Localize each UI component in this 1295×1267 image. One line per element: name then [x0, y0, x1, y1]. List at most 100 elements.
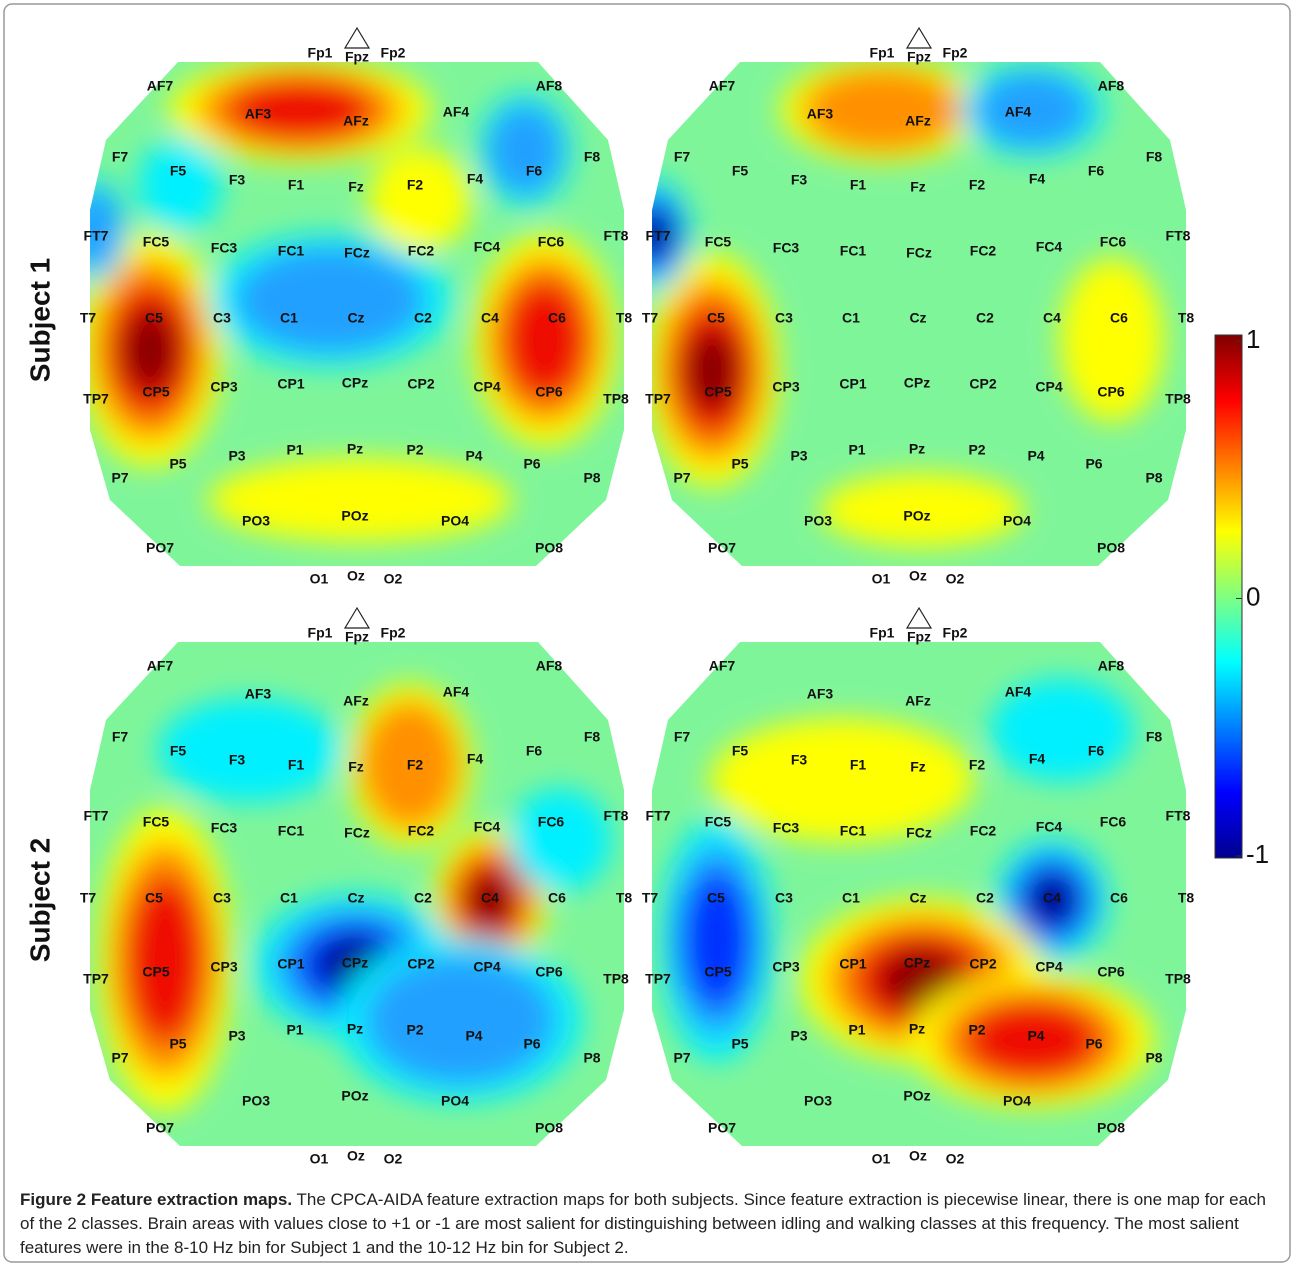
electrode-label: CP5 [142, 384, 169, 400]
electrode-label: PO7 [708, 540, 736, 556]
electrode-label: FC1 [278, 823, 305, 839]
electrode-label: F3 [229, 172, 246, 188]
heatmap [90, 62, 624, 566]
electrode-label: P7 [111, 470, 128, 486]
electrode-label: Fp1 [870, 625, 895, 641]
electrode-label: CPz [342, 375, 368, 391]
electrode-label: P5 [731, 456, 748, 472]
heatmap [652, 62, 1186, 566]
electrode-label: O2 [946, 571, 965, 587]
electrode-label: P3 [790, 448, 807, 464]
electrode-label: C5 [707, 310, 725, 326]
heatmap-blob [364, 954, 556, 1086]
electrode-label: Oz [347, 1148, 365, 1164]
electrode-label: F8 [584, 729, 601, 745]
electrode-label: PO8 [535, 540, 563, 556]
electrode-label: FC2 [408, 243, 435, 259]
electrode-label: Oz [347, 568, 365, 584]
electrode-label: FC6 [1100, 814, 1127, 830]
electrode-label: FC1 [840, 823, 867, 839]
electrode-label: P2 [406, 1022, 423, 1038]
electrode-label: F2 [407, 757, 424, 773]
electrode-label: FC2 [970, 243, 997, 259]
row-label: Subject 1 [24, 258, 55, 382]
electrode-label: Fpz [345, 49, 369, 65]
electrode-label: P1 [848, 1022, 865, 1038]
electrode-label: CPz [342, 955, 368, 971]
electrode-label: POz [903, 508, 930, 524]
electrode-label: O1 [310, 571, 329, 587]
electrode-label: Fpz [907, 49, 931, 65]
electrode-label: F6 [1088, 743, 1105, 759]
electrode-label: Cz [909, 890, 926, 906]
electrode-label: O1 [872, 571, 891, 587]
electrode-label: Fp2 [381, 625, 406, 641]
electrode-label: P4 [465, 1028, 482, 1044]
maps: Fp1 Fpz Fp2 AF7 AF8 AF3 AFz AF4 F7 F5 F3 F1 Fz F2 F4 F6… [80, 26, 1195, 1167]
electrode-label: FC5 [143, 814, 170, 830]
electrode-label: AFz [343, 113, 369, 129]
electrode-label: AF7 [147, 78, 174, 94]
electrode-label: C4 [481, 890, 499, 906]
electrode-label: P1 [286, 442, 303, 458]
electrode-label: C4 [481, 310, 499, 326]
electrode-label: P4 [1027, 448, 1044, 464]
electrode-label: PO7 [708, 1120, 736, 1136]
electrode-label: FCz [906, 245, 932, 261]
electrode-label: P6 [1085, 456, 1102, 472]
electrode-label: F1 [288, 757, 305, 773]
heatmap-blob [360, 699, 460, 831]
electrode-label: P7 [673, 470, 690, 486]
electrode-label: TP7 [645, 391, 671, 407]
heatmap-blob [974, 71, 1090, 149]
electrode-label: TP8 [1165, 971, 1191, 987]
electrode-label: POz [903, 1088, 930, 1104]
electrode-label: FCz [344, 245, 370, 261]
electrode-label: C2 [414, 310, 432, 326]
electrode-label: CP1 [839, 376, 866, 392]
electrode-label: PO4 [1003, 1093, 1031, 1109]
electrode-label: F6 [526, 163, 543, 179]
electrode-label: C4 [1043, 310, 1061, 326]
colorbar-tick-label: -1 [1246, 839, 1269, 869]
electrode-label: PO4 [1003, 513, 1031, 529]
scalp-map: Fp1 Fpz Fp2 AF7 AF8 AF3 AFz AF4 F7 F5 F3 F1 Fz F2 F4 F6… [80, 606, 632, 1167]
electrode-label: POz [341, 508, 368, 524]
electrode-label: CP4 [473, 959, 500, 975]
electrode-label: FC5 [705, 814, 732, 830]
nose [343, 606, 371, 629]
electrode-label: CP2 [969, 376, 996, 392]
electrode-label: FC4 [474, 819, 501, 835]
electrode-label: CP1 [839, 956, 866, 972]
electrode-label: Oz [909, 1148, 927, 1164]
electrode-label: F8 [584, 149, 601, 165]
electrode-label: C6 [548, 310, 566, 326]
electrode-label: PO4 [441, 513, 469, 529]
electrode-label: FC5 [705, 234, 732, 250]
electrode-label: TP7 [645, 971, 671, 987]
electrode-label: POz [341, 1088, 368, 1104]
electrode-label: C3 [775, 310, 793, 326]
electrode-label: FC2 [408, 823, 435, 839]
electrode-label: P8 [583, 470, 600, 486]
electrode-label: F7 [112, 149, 129, 165]
electrode-label: Fz [348, 179, 364, 195]
heatmap-blobs [660, 678, 1154, 1107]
electrode-label: F5 [170, 163, 187, 179]
electrode-label: AF7 [709, 78, 736, 94]
electrode-label: P7 [111, 1050, 128, 1066]
heatmap-blob [225, 77, 375, 143]
electrode-label: Fp2 [943, 45, 968, 61]
colorbar-tick-label: 1 [1246, 324, 1260, 354]
electrode-label: FC4 [474, 239, 501, 255]
electrode-label: T8 [1178, 310, 1195, 326]
electrode-label: F4 [1029, 751, 1046, 767]
electrode-label: T8 [616, 310, 633, 326]
electrode-label: AFz [905, 693, 931, 709]
electrode-label: F5 [170, 743, 187, 759]
electrode-label: CP3 [772, 379, 799, 395]
electrode-label: PO8 [1097, 1120, 1125, 1136]
electrode-label: Fz [348, 759, 364, 775]
electrode-label: FC3 [773, 240, 800, 256]
